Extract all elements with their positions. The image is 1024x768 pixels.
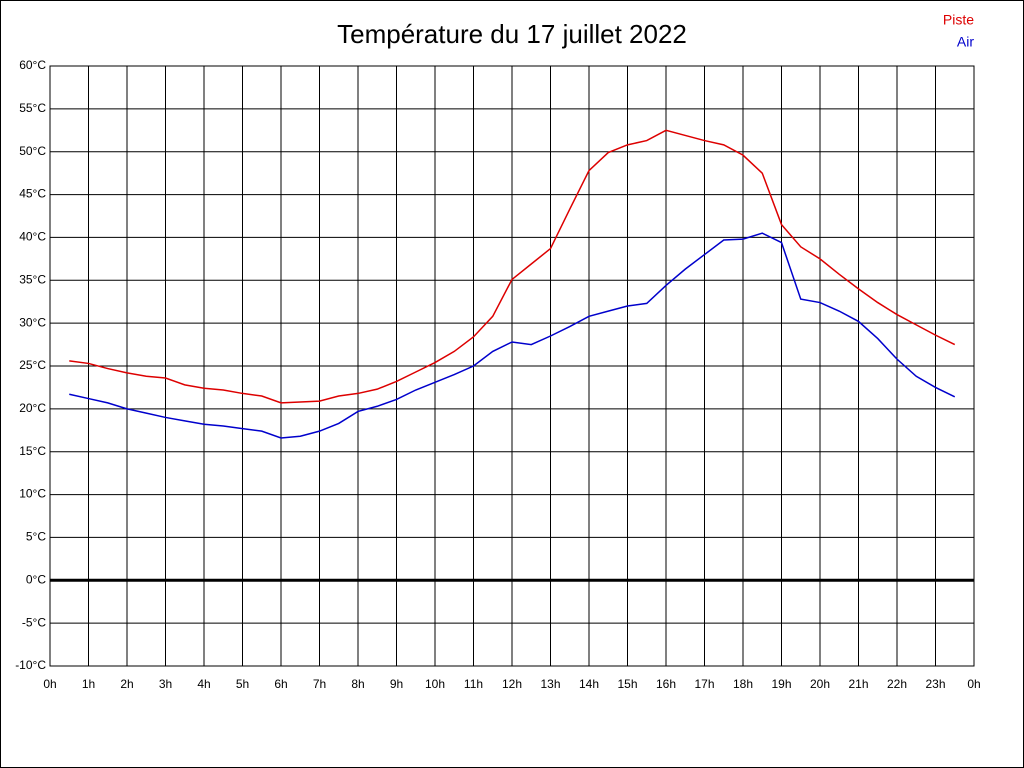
y-tick-label: 55°C bbox=[19, 101, 46, 115]
chart-title: Température du 17 juillet 2022 bbox=[337, 19, 687, 49]
y-tick-label: 50°C bbox=[19, 144, 46, 158]
x-tick-label: 9h bbox=[390, 677, 403, 691]
data-line bbox=[69, 129, 956, 404]
y-tick-label: 25°C bbox=[19, 358, 46, 372]
x-tick-label: 19h bbox=[771, 677, 791, 691]
x-tick-label: 8h bbox=[351, 677, 364, 691]
y-tick-label: 0°C bbox=[26, 572, 46, 586]
y-tick-label: -5°C bbox=[22, 615, 46, 629]
x-tick-label: 5h bbox=[236, 677, 249, 691]
x-tick-label: 14h bbox=[579, 677, 599, 691]
legend-entry: Piste bbox=[943, 12, 974, 28]
y-tick-label: 15°C bbox=[19, 444, 46, 458]
x-tick-label: 12h bbox=[502, 677, 522, 691]
y-tick-label: 60°C bbox=[19, 58, 46, 72]
y-tick-label: -10°C bbox=[15, 658, 46, 672]
x-tick-label: 7h bbox=[313, 677, 326, 691]
data-line bbox=[69, 232, 956, 439]
x-tick-label: 17h bbox=[694, 677, 714, 691]
x-tick-label: 0h bbox=[967, 677, 980, 691]
x-tick-label: 15h bbox=[617, 677, 637, 691]
x-tick-label: 20h bbox=[810, 677, 830, 691]
x-tick-label: 1h bbox=[82, 677, 95, 691]
x-tick-label: 2h bbox=[120, 677, 133, 691]
x-tick-label: 18h bbox=[733, 677, 753, 691]
y-tick-label: 20°C bbox=[19, 401, 46, 415]
x-tick-label: 4h bbox=[197, 677, 210, 691]
x-tick-label: 22h bbox=[887, 677, 907, 691]
x-tick-label: 6h bbox=[274, 677, 287, 691]
plot-frame bbox=[49, 65, 975, 667]
y-tick-label: 10°C bbox=[19, 487, 46, 501]
x-tick-label: 0h bbox=[43, 677, 56, 691]
y-tick-label: 5°C bbox=[26, 530, 46, 544]
x-tick-label: 23h bbox=[925, 677, 945, 691]
y-tick-label: 40°C bbox=[19, 230, 46, 244]
x-tick-label: 11h bbox=[464, 677, 483, 691]
y-tick-label: 30°C bbox=[19, 315, 46, 329]
x-tick-label: 16h bbox=[656, 677, 676, 691]
y-tick-label: 35°C bbox=[19, 272, 46, 286]
x-tick-label: 21h bbox=[848, 677, 868, 691]
x-tick-label: 3h bbox=[159, 677, 172, 691]
y-tick-label: 45°C bbox=[19, 187, 46, 201]
x-tick-label: 13h bbox=[540, 677, 560, 691]
x-tick-label: 10h bbox=[425, 677, 445, 691]
legend-entry: Air bbox=[957, 34, 974, 50]
